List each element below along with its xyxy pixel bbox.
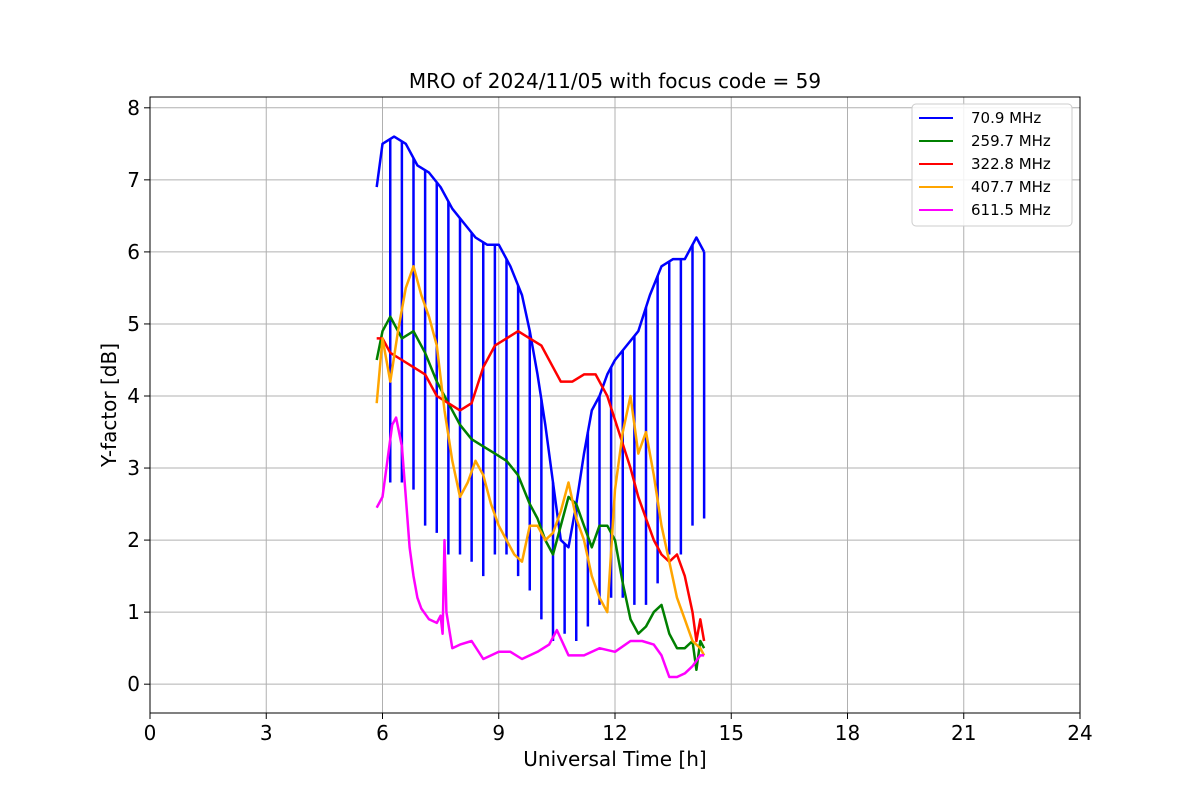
legend-label: 70.9 MHz — [971, 109, 1041, 127]
legend: 70.9 MHz 259.7 MHz 322.8 MHz 407.7 MHz 611.5… — [911, 103, 1073, 227]
x-tick-label: 15 — [719, 721, 744, 745]
y-tick-label: 6 — [127, 240, 140, 264]
series-line-0 — [375, 135, 706, 549]
x-tick-label: 6 — [376, 721, 389, 745]
series-lines — [375, 135, 706, 679]
series-line-1 — [375, 315, 706, 672]
x-axis-label: Universal Time [h] — [523, 747, 706, 771]
x-tick-label: 3 — [260, 721, 273, 745]
chart-title: MRO of 2024/11/05 with focus code = 59 — [409, 69, 821, 93]
legend-label: 611.5 MHz — [971, 201, 1051, 219]
legend-frame — [911, 103, 1073, 227]
y-axis-label: Y-factor [dB] — [97, 343, 121, 468]
y-tick-label: 5 — [127, 312, 140, 336]
x-tick-label: 24 — [1067, 721, 1092, 745]
legend-label: 322.8 MHz — [971, 155, 1051, 173]
series-line-2 — [376, 329, 706, 643]
legend-label: 407.7 MHz — [971, 178, 1051, 196]
x-tick-label: 12 — [602, 721, 627, 745]
y-tick-label: 2 — [127, 528, 140, 552]
y-tick-label: 7 — [127, 168, 140, 192]
y-tick-label: 4 — [127, 384, 140, 408]
series-line-3 — [375, 265, 706, 656]
y-tick-label: 8 — [127, 96, 140, 120]
series-line-4 — [375, 416, 705, 679]
legend-label: 259.7 MHz — [971, 132, 1051, 150]
y-tick-label: 1 — [127, 600, 140, 624]
y-axis: 0 1 2 3 4 5 6 7 8 — [127, 96, 150, 696]
x-tick-label: 9 — [492, 721, 505, 745]
x-tick-label: 21 — [951, 721, 976, 745]
y-tick-label: 3 — [127, 456, 140, 480]
x-tick-label: 18 — [835, 721, 860, 745]
x-axis: 0 3 6 9 12 15 18 21 24 — [144, 713, 1093, 745]
x-tick-label: 0 — [144, 721, 157, 745]
y-tick-label: 0 — [127, 672, 140, 696]
